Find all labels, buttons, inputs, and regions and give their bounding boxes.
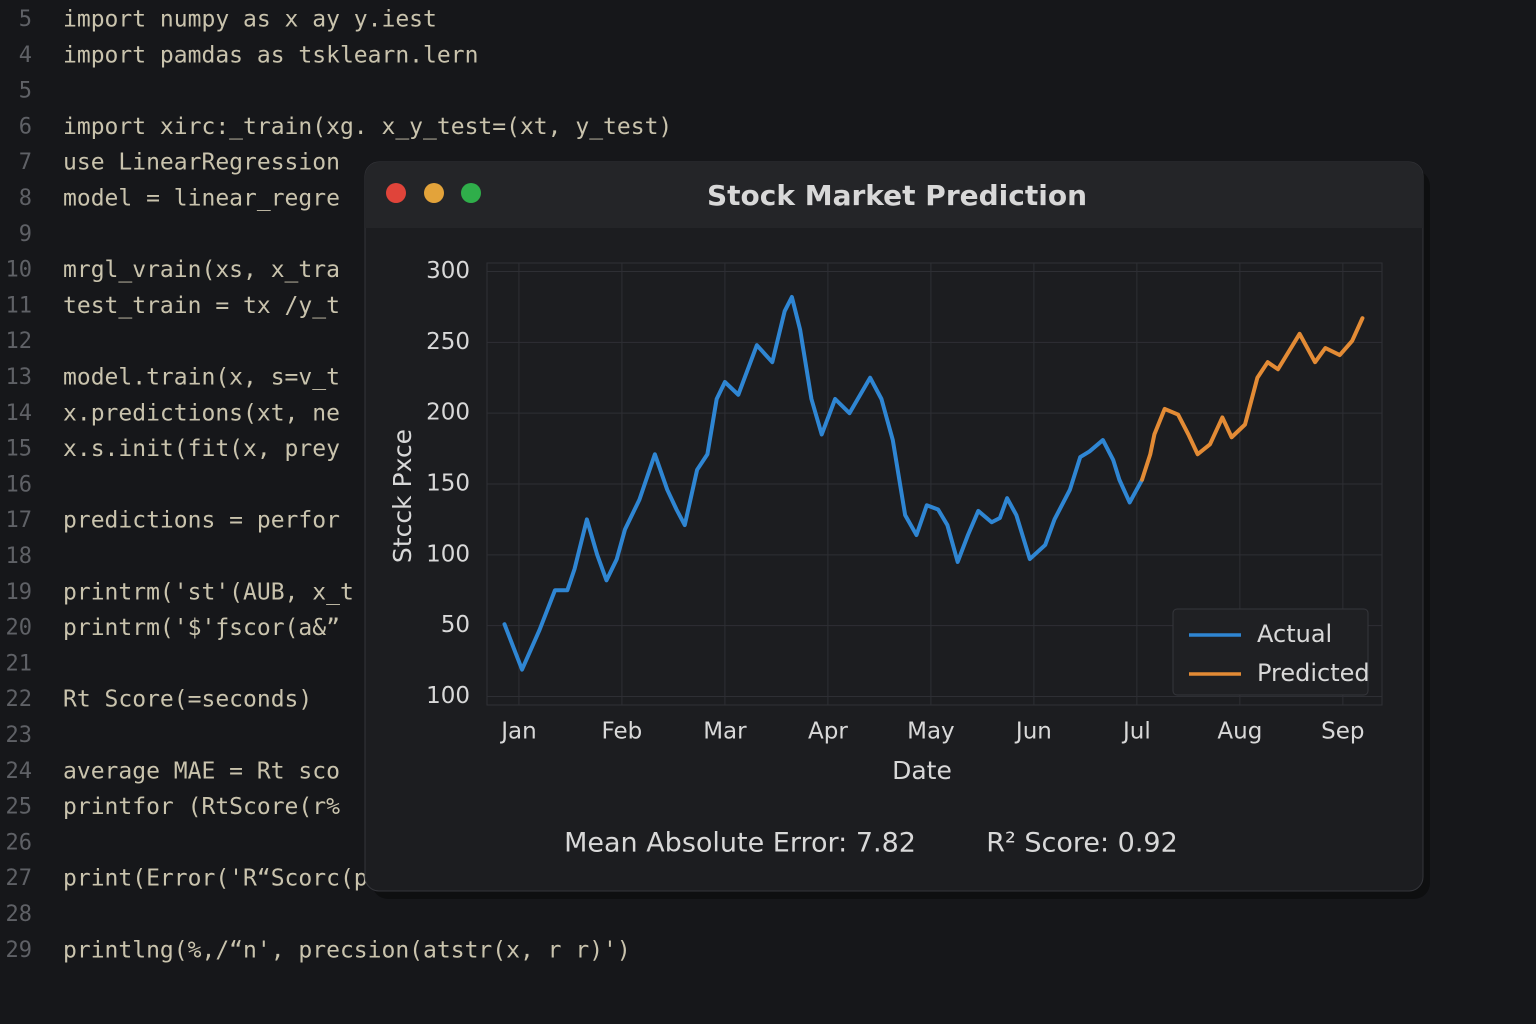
line-number: 23	[6, 723, 33, 748]
code-line: model = linear_regre	[63, 186, 340, 212]
title-bar	[365, 162, 1423, 228]
code-line: printlng(%,/“n', precsion(atstr(x, r r)'…	[63, 937, 631, 963]
maximize-button[interactable]	[461, 183, 481, 203]
x-tick-label: May	[907, 719, 955, 745]
code-line: import xirc:_train(xg. x_y_test=(xt, y_t…	[63, 114, 672, 140]
code-line: mrgl_vrain(xs, x_tra	[63, 257, 340, 283]
code-line: average MAE = Rt sco	[63, 758, 340, 784]
code-line: x.s.init(fit(x, prey	[63, 436, 340, 462]
y-tick-label: 50	[441, 612, 470, 638]
y-axis-label: Stcck Pxce	[388, 429, 417, 563]
code-line: x.predictions(xt, ne	[63, 400, 340, 426]
code-line: predictions = perfor	[63, 508, 340, 534]
line-number: 29	[6, 938, 33, 963]
code-line: import pamdas as tsklearn.lern	[63, 42, 478, 68]
x-tick-label: Sep	[1321, 719, 1364, 745]
line-number: 27	[6, 866, 33, 891]
series-line	[502, 295, 1145, 672]
minimize-button[interactable]	[424, 183, 444, 203]
code-line: test_train = tx /y_t	[63, 293, 340, 319]
x-tick-label: Jan	[499, 719, 536, 745]
y-tick-label: 200	[426, 400, 470, 426]
line-number: 5	[19, 7, 32, 32]
x-tick-label: Mar	[703, 719, 747, 745]
line-number: 9	[19, 222, 32, 247]
x-tick-label: Apr	[808, 719, 848, 745]
line-number: 6	[19, 114, 32, 139]
code-line: printrm('$'ƒscor(a&”	[63, 615, 340, 641]
window-title: Stock Market Prediction	[707, 179, 1087, 212]
line-number: 19	[6, 580, 33, 605]
close-button[interactable]	[386, 183, 406, 203]
x-tick-label: Feb	[602, 719, 643, 745]
line-number: 26	[6, 830, 33, 855]
line-number: 21	[6, 651, 33, 676]
y-tick-label: 100	[426, 541, 470, 567]
line-number: 25	[6, 795, 33, 820]
line-number: 18	[6, 544, 33, 569]
line-number: 12	[6, 329, 33, 354]
x-axis-label: Date	[892, 756, 952, 785]
code-line: printrm('st'(AUB, x_t	[63, 579, 354, 605]
line-number: 14	[6, 401, 33, 426]
y-tick-label: 150	[426, 471, 470, 497]
series-line	[1140, 316, 1365, 482]
line-number: 16	[6, 472, 33, 497]
y-tick-label: 250	[426, 329, 470, 355]
y-tick-label: 100	[426, 683, 470, 709]
line-number: 28	[6, 902, 33, 927]
line-number: 24	[6, 759, 33, 784]
metric-r2: R² Score: 0.92	[986, 828, 1178, 859]
code-line: import numpy as x ay y.iest	[63, 7, 437, 33]
code-line: printfor (RtScore(r%	[63, 794, 340, 820]
line-number: 15	[6, 437, 33, 462]
line-number: 8	[19, 186, 32, 211]
code-line: Rt Score(=seconds)	[63, 687, 312, 713]
line-number: 7	[19, 150, 32, 175]
x-tick-label: Jul	[1121, 719, 1151, 745]
line-number: 5	[19, 79, 32, 104]
line-number: 22	[6, 687, 33, 712]
legend-label: Actual	[1257, 620, 1332, 648]
line-number: 20	[6, 616, 33, 641]
x-tick-label: Jun	[1014, 719, 1052, 745]
x-tick-label: Aug	[1217, 719, 1262, 745]
legend-label: Predicted	[1257, 659, 1370, 687]
chart: 100 50 100 150 200 250 300 Jan Feb Mar Apr May Jun Ju…	[388, 258, 1383, 785]
line-number: 10	[6, 258, 33, 283]
line-number: 4	[19, 43, 32, 68]
code-line: use LinearRegression	[63, 150, 340, 176]
y-tick-label: 300	[426, 258, 470, 284]
line-number: 11	[6, 293, 33, 318]
code-line: model.train(x, s=v_t	[63, 365, 340, 391]
line-number: 13	[6, 365, 33, 390]
metric-mae: Mean Absolute Error: 7.82	[564, 828, 916, 859]
line-number: 17	[6, 508, 33, 533]
